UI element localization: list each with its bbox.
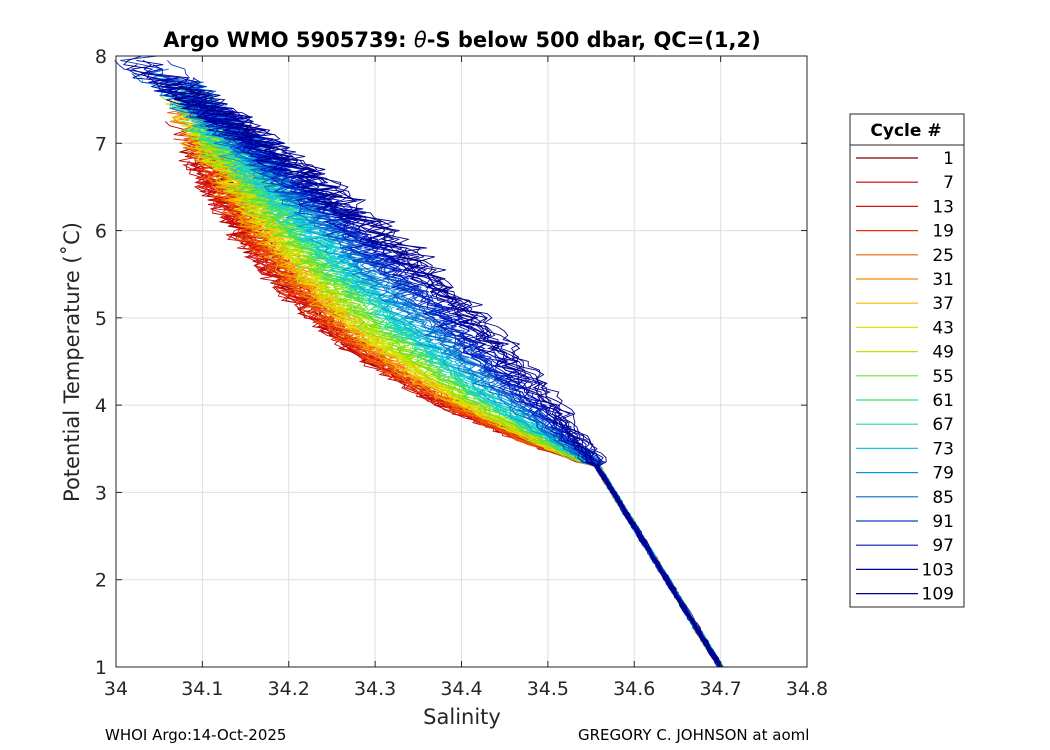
legend-label: 79: [932, 464, 954, 484]
x-tick-label: 34.2: [268, 678, 310, 700]
legend-label: 103: [922, 560, 954, 580]
x-tick-label: 34.7: [699, 678, 741, 700]
legend-label: 37: [932, 294, 954, 314]
axis-ticks: 34 34.1 34.2 34.3 34.4 34.5 34.6 34.7 34.8123456…: [95, 46, 828, 700]
x-tick-label: 34.3: [354, 678, 396, 700]
legend-label: 31: [932, 270, 954, 290]
legend-label: 19: [932, 222, 954, 242]
legend-label: 7: [943, 173, 954, 193]
chart-title: Argo WMO 5905739: θ-S below 500 dbar, QC…: [163, 28, 760, 52]
y-tick-label: 2: [95, 570, 107, 592]
legend-items: 1 7 13 19 25 31 37 43 49 55 61 67 73 79 85 91 97 103 109: [856, 149, 954, 605]
title-theta: θ: [414, 28, 427, 52]
x-tick-label: 34.5: [527, 678, 569, 700]
y-tick-label: 3: [95, 482, 107, 504]
legend-label: 85: [932, 488, 954, 508]
title-prefix: Argo WMO 5905739:: [163, 28, 414, 52]
profile-cycle-108: [122, 55, 721, 668]
legend-label: 49: [932, 343, 954, 363]
legend-label: 61: [932, 391, 954, 411]
y-axis-label: Potential Temperature (˚C): [60, 222, 84, 502]
legend-label: 13: [932, 197, 954, 217]
title-suffix: -S below 500 dbar, QC=(1,2): [427, 28, 761, 52]
y-tick-label: 8: [95, 46, 107, 68]
legend-label: 91: [932, 512, 954, 532]
legend: Cycle # 1 7 13 19 25 31 37 43 49 55 61 67 73 79 85 91 97…: [849, 113, 965, 608]
profiles: [114, 55, 724, 668]
x-tick-label: 34.8: [786, 678, 828, 700]
profile-cycle-110: [185, 77, 722, 668]
legend-label: 73: [932, 439, 954, 459]
legend-box: [849, 113, 965, 608]
footer-right: GREGORY C. JOHNSON at aoml: [578, 726, 809, 744]
y-tick-label: 1: [95, 657, 107, 679]
y-tick-label: 4: [95, 395, 107, 417]
y-tick-label: 6: [95, 221, 107, 243]
legend-label: 25: [932, 246, 954, 266]
profile-cycle-109: [126, 64, 720, 668]
x-tick-label: 34: [104, 678, 128, 700]
y-tick-label: 7: [95, 133, 107, 155]
x-axis-label: Salinity: [423, 705, 501, 729]
x-tick-label: 34.6: [613, 678, 655, 700]
x-tick-label: 34.4: [440, 678, 482, 700]
legend-title: Cycle #: [870, 121, 941, 141]
footer-left: WHOI Argo:14-Oct-2025: [105, 726, 286, 744]
x-tick-label: 34.1: [181, 678, 223, 700]
legend-label: 1: [943, 149, 954, 169]
legend-label: 55: [932, 367, 954, 387]
legend-label: 97: [932, 536, 954, 556]
legend-label: 43: [932, 318, 954, 338]
y-tick-label: 5: [95, 308, 107, 330]
legend-label: 109: [922, 585, 954, 605]
legend-label: 67: [932, 415, 954, 435]
